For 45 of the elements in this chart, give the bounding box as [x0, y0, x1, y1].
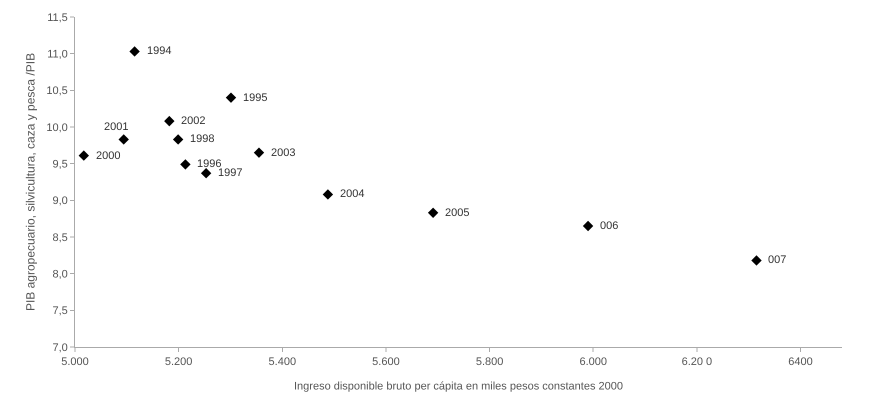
annotation: 1997	[218, 167, 242, 179]
y-axis-title: PIB agropecuario, silvicultura, caza y pesca /PIB	[24, 52, 38, 312]
annotation: 2005	[445, 207, 470, 219]
annotation: 2002	[181, 115, 206, 127]
annotation: 2004	[340, 188, 364, 200]
point	[254, 147, 264, 158]
y-tick-label: 11,5	[47, 12, 68, 24]
x-tick-label: 6.20 0	[682, 356, 712, 368]
x-tick-label: 5.000	[61, 356, 89, 368]
annotation: 006	[600, 220, 618, 232]
y-tick-label: 7,5	[52, 305, 68, 318]
x-axis-title: Ingreso disponible bruto per cápita en miles pesos constantes 2000	[294, 380, 623, 392]
point	[200, 168, 212, 178]
annotation: 2003	[271, 147, 296, 159]
y-tick-label: 7,0	[52, 342, 68, 354]
x-tick-label: 5.800	[476, 356, 504, 368]
x-tick-label: 5.200	[164, 356, 192, 368]
point	[226, 92, 236, 103]
annotation: 2000	[96, 150, 120, 162]
point	[78, 150, 90, 161]
point	[582, 220, 594, 232]
point	[428, 208, 438, 218]
point	[164, 116, 175, 126]
annotation: 1998	[190, 133, 214, 145]
x-tick-label: 6400	[788, 356, 813, 368]
annotation: 2001	[104, 121, 128, 133]
point	[118, 134, 129, 145]
point	[751, 255, 762, 266]
x-tick-label: 5.600	[372, 356, 400, 368]
point	[180, 159, 191, 170]
point	[322, 189, 334, 200]
annotation: 1994	[147, 45, 172, 57]
y-tick-label: 11,0	[47, 48, 68, 61]
y-tick-label: 8,0	[52, 268, 68, 281]
annotation: 007	[768, 254, 786, 266]
point	[172, 134, 184, 145]
y-tick-label: 8,5	[52, 232, 68, 244]
y-tick-label: 10,0	[46, 122, 68, 134]
y-tick-label: 9,0	[52, 195, 68, 208]
x-tick-label: 6.000	[579, 356, 608, 368]
point	[129, 46, 140, 57]
y-tick-label: 10,5	[46, 85, 68, 98]
x-tick-label: 5.400	[268, 356, 296, 368]
annotation: 1995	[243, 92, 268, 104]
y-tick-label: 9,5	[52, 158, 68, 171]
